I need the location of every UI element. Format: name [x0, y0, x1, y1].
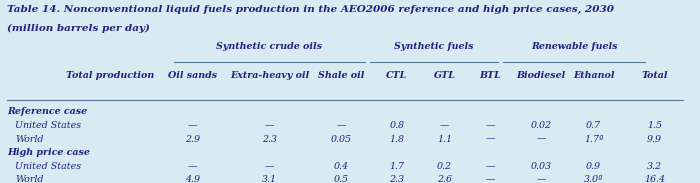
Text: 2.3: 2.3 [389, 175, 405, 183]
Text: 0.8: 0.8 [389, 121, 405, 130]
Text: 0.7: 0.7 [586, 121, 601, 130]
Text: 2.6: 2.6 [437, 175, 452, 183]
Text: 3.2: 3.2 [647, 162, 662, 171]
Text: Renewable fuels: Renewable fuels [531, 42, 617, 51]
Text: BTL: BTL [479, 70, 501, 80]
Text: —: — [485, 121, 495, 130]
Text: 16.4: 16.4 [644, 175, 665, 183]
Text: 0.03: 0.03 [531, 162, 552, 171]
Text: GTL: GTL [433, 70, 456, 80]
Text: Reference case: Reference case [7, 107, 87, 116]
Text: 0.9: 0.9 [586, 162, 601, 171]
Text: United States: United States [15, 162, 81, 171]
Text: —: — [188, 121, 197, 130]
Text: —: — [265, 162, 274, 171]
Text: 3.0ª: 3.0ª [584, 175, 603, 183]
Text: Extra-heavy oil: Extra-heavy oil [230, 70, 309, 80]
Text: 2.3: 2.3 [262, 135, 277, 144]
Text: Oil sands: Oil sands [168, 70, 217, 80]
Text: Synthetic crude oils: Synthetic crude oils [216, 42, 323, 51]
Text: —: — [536, 175, 546, 183]
Text: United States: United States [15, 121, 81, 130]
Text: —: — [485, 175, 495, 183]
Text: 1.8: 1.8 [389, 135, 405, 144]
Text: 0.05: 0.05 [331, 135, 352, 144]
Text: 2.9: 2.9 [185, 135, 200, 144]
Text: Ethanol: Ethanol [573, 70, 615, 80]
Text: 0.2: 0.2 [437, 162, 452, 171]
Text: Shale oil: Shale oil [318, 70, 365, 80]
Text: Biodiesel: Biodiesel [517, 70, 566, 80]
Text: —: — [440, 121, 449, 130]
Text: 0.02: 0.02 [531, 121, 552, 130]
Text: 0.4: 0.4 [334, 162, 349, 171]
Text: 3.1: 3.1 [262, 175, 277, 183]
Text: Table 14. Nonconventional liquid fuels production in the AEO2006 reference and h: Table 14. Nonconventional liquid fuels p… [7, 5, 614, 14]
Text: World: World [15, 135, 44, 144]
Text: —: — [536, 135, 546, 144]
Text: High price case: High price case [7, 148, 90, 157]
Text: 1.1: 1.1 [437, 135, 452, 144]
Text: 0.5: 0.5 [334, 175, 349, 183]
Text: 4.9: 4.9 [185, 175, 200, 183]
Text: Total: Total [641, 70, 668, 80]
Text: —: — [188, 162, 197, 171]
Text: 9.9: 9.9 [647, 135, 662, 144]
Text: —: — [485, 162, 495, 171]
Text: 1.7ª: 1.7ª [584, 135, 603, 144]
Text: Total production: Total production [66, 70, 155, 80]
Text: —: — [337, 121, 346, 130]
Text: (million barrels per day): (million barrels per day) [7, 24, 150, 33]
Text: World: World [15, 175, 44, 183]
Text: —: — [265, 121, 274, 130]
Text: 1.5: 1.5 [647, 121, 662, 130]
Text: —: — [485, 135, 495, 144]
Text: Synthetic fuels: Synthetic fuels [394, 42, 474, 51]
Text: CTL: CTL [386, 70, 407, 80]
Text: 1.7: 1.7 [389, 162, 405, 171]
